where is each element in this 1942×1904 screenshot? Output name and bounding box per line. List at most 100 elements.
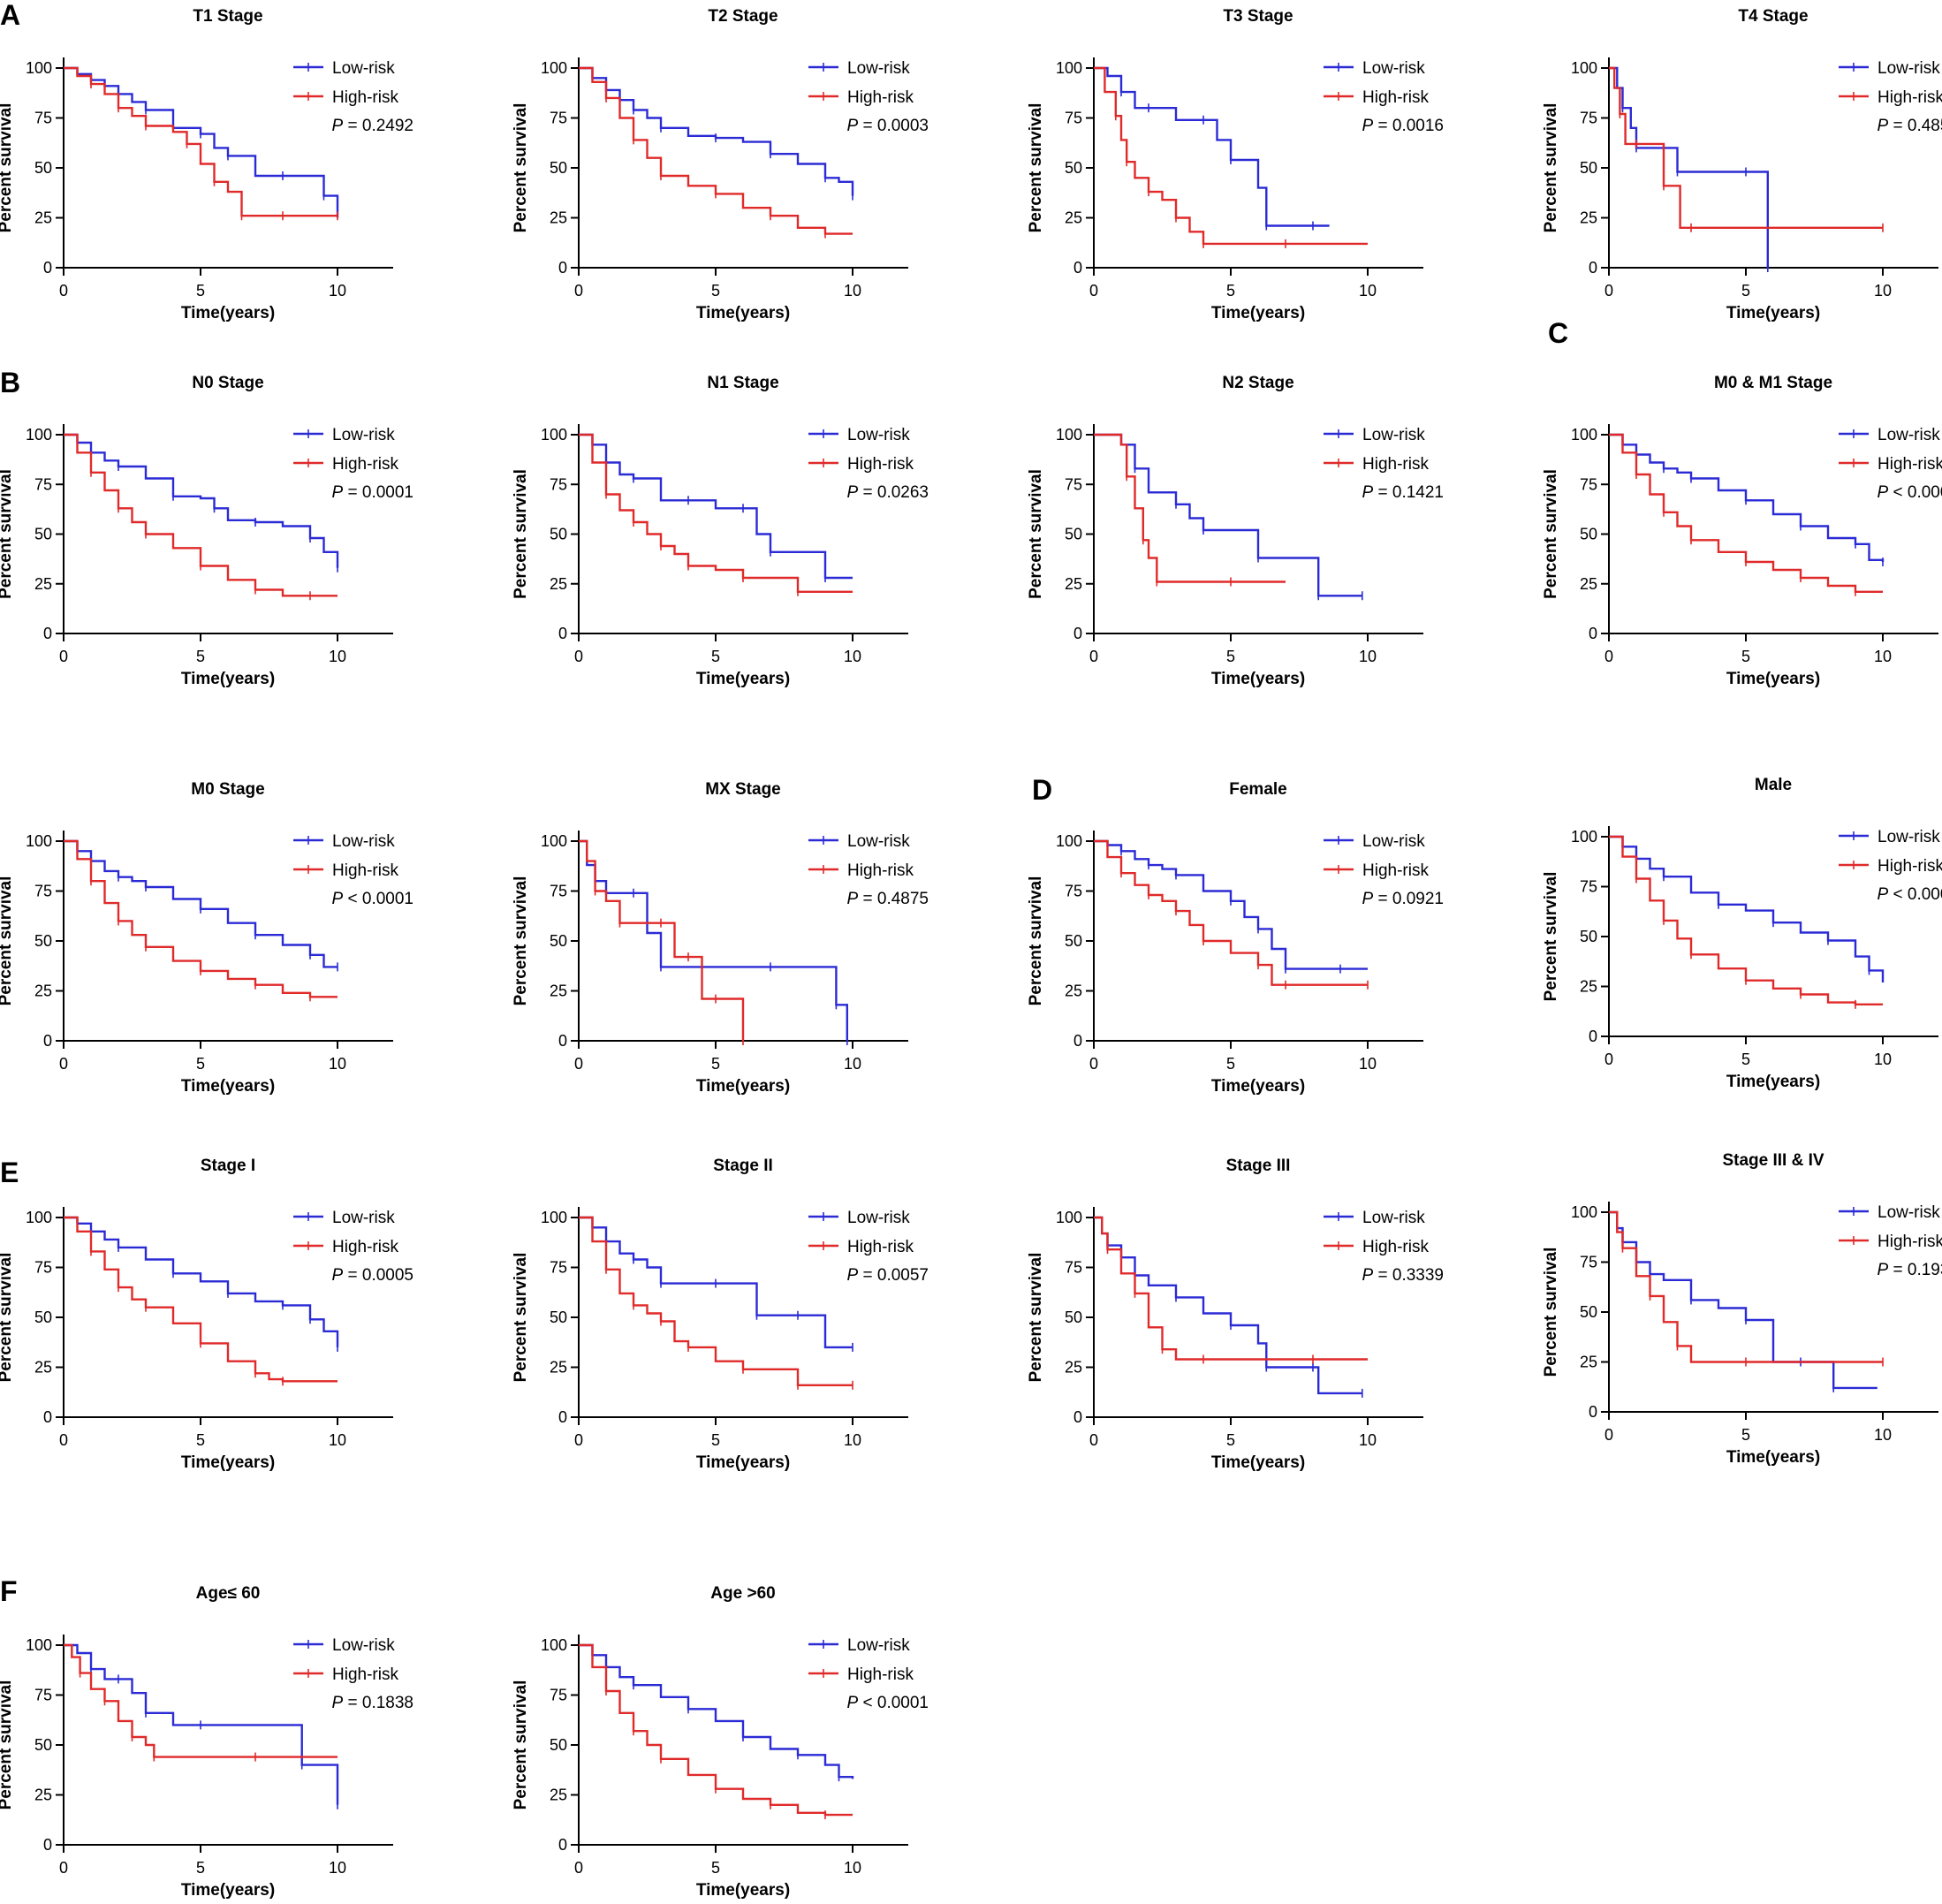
y-tick-label: 0 — [1073, 259, 1082, 277]
km-curve-low-risk — [64, 433, 339, 568]
chart-title: Stage I — [201, 1157, 255, 1175]
y-tick-label: 50 — [34, 932, 52, 950]
y-tick-label: 75 — [1580, 1254, 1597, 1271]
y-axis-label: Percent survival — [0, 1253, 15, 1383]
x-tick-label: 5 — [711, 1431, 720, 1449]
legend-label-low-risk: Low-risk — [1878, 828, 1940, 846]
km-curve-low-risk — [579, 1643, 854, 1779]
y-tick-label: 0 — [43, 625, 52, 642]
y-tick-label: 0 — [558, 1836, 567, 1854]
p-symbol: P — [332, 117, 344, 135]
x-axis-label: Time(years) — [1726, 670, 1820, 688]
legend-label-low-risk: Low-risk — [332, 1209, 395, 1227]
y-tick-label: 75 — [1065, 475, 1082, 493]
p-symbol: P — [1362, 483, 1374, 502]
p-symbol: P — [1362, 890, 1374, 908]
x-tick-label: 5 — [711, 282, 720, 300]
y-tick-label: 50 — [34, 1309, 52, 1326]
chart-title: Age >60 — [710, 1584, 775, 1603]
y-tick-label: 25 — [550, 1359, 567, 1377]
p-value: 0.0263 — [877, 483, 929, 502]
legend-label-low-risk: Low-risk — [847, 426, 910, 444]
p-symbol: P — [332, 1266, 344, 1285]
x-tick-label: 5 — [1226, 1055, 1235, 1073]
chart-title: T3 Stage — [1223, 7, 1293, 26]
x-tick-label: 5 — [196, 282, 205, 300]
km-curve-low-risk — [1094, 1216, 1362, 1395]
y-tick-label: 0 — [558, 625, 567, 642]
x-tick-label: 10 — [1874, 1426, 1892, 1444]
chart-n2: N2 Stage 0 25 50 75 100 0 5 10 Time(years) Percent… — [1027, 374, 1444, 688]
legend-label-low-risk: Low-risk — [847, 59, 910, 78]
y-tick-label: 75 — [1065, 1259, 1082, 1277]
p-value: 0.4850 — [1908, 117, 1942, 135]
x-tick-label: 5 — [1741, 1051, 1750, 1068]
y-tick-label: 100 — [541, 832, 567, 850]
p-value-text: P < 0.0001 — [1878, 885, 1942, 904]
y-tick-label: 50 — [1065, 526, 1082, 543]
x-axis-label: Time(years) — [1211, 670, 1305, 688]
legend-label-low-risk: Low-risk — [1362, 832, 1425, 851]
p-value-text: P = 0.0005 — [332, 1266, 413, 1285]
chart-m0: M0 Stage 0 25 50 75 100 0 5 10 Time(years) Percent… — [0, 780, 413, 1096]
y-axis-label: Percent survival — [1542, 103, 1560, 233]
x-axis-label: Time(years) — [181, 670, 275, 688]
y-tick-label: 0 — [1589, 1403, 1597, 1421]
km-curve-high-risk — [1094, 433, 1286, 583]
p-symbol: P — [1878, 1261, 1889, 1279]
y-tick-label: 50 — [1580, 928, 1597, 945]
x-tick-label: 5 — [196, 1859, 205, 1877]
x-tick-label: 0 — [574, 282, 583, 300]
x-tick-label: 0 — [1089, 1055, 1098, 1073]
panel-letter-d: D — [1032, 774, 1052, 806]
y-tick-label: 25 — [1065, 575, 1082, 593]
legend-label-low-risk: Low-risk — [847, 1636, 910, 1655]
legend-label-low-risk: Low-risk — [332, 426, 395, 444]
y-tick-label: 100 — [1056, 1209, 1082, 1226]
chart-agele60: Age≤ 60 0 25 50 75 100 0 5 10 Time(years) Percent … — [0, 1584, 413, 1900]
y-tick-label: 0 — [1073, 1032, 1082, 1050]
legend-label-low-risk: Low-risk — [332, 1636, 395, 1655]
km-curve-low-risk — [64, 839, 338, 968]
km-curve-high-risk — [1609, 835, 1883, 1005]
y-axis-label: Percent survival — [512, 103, 530, 233]
y-tick-label: 50 — [550, 159, 567, 177]
x-tick-label: 10 — [844, 1431, 861, 1449]
x-axis-label: Time(years) — [696, 1077, 790, 1096]
chart-title: T2 Stage — [708, 7, 778, 26]
y-tick-label: 25 — [34, 209, 52, 227]
km-curve-high-risk — [579, 66, 853, 235]
x-tick-label: 10 — [329, 1431, 346, 1449]
x-tick-label: 10 — [1359, 1055, 1377, 1073]
legend-label-high-risk: High-risk — [332, 1665, 398, 1684]
chart-stageii: Stage II 0 25 50 75 100 0 5 10 Time(years) Percent… — [512, 1157, 929, 1472]
y-tick-label: 50 — [34, 1736, 52, 1754]
legend-label-high-risk: High-risk — [1878, 1233, 1942, 1251]
legend-label-high-risk: High-risk — [1362, 1238, 1429, 1256]
p-value-text: P = 0.0057 — [847, 1266, 929, 1285]
y-tick-label: 75 — [34, 110, 52, 127]
y-axis-label: Percent survival — [512, 1680, 530, 1810]
p-value: 0.0001 — [362, 483, 413, 502]
p-value: 0.0005 — [362, 1266, 413, 1285]
p-operator: = — [858, 890, 877, 908]
p-value-text: P = 0.0263 — [847, 483, 929, 502]
y-tick-label: 25 — [1580, 209, 1597, 227]
p-value-text: P < 0.0001 — [1878, 483, 1942, 502]
y-tick-label: 50 — [34, 159, 52, 177]
p-operator: = — [1888, 117, 1908, 135]
y-tick-label: 50 — [1580, 159, 1597, 177]
chart-title: N2 Stage — [1222, 374, 1293, 392]
y-tick-label: 75 — [550, 1259, 567, 1277]
legend-label-high-risk: High-risk — [847, 1665, 914, 1684]
p-value-text: P = 0.0921 — [1362, 890, 1444, 908]
y-tick-label: 25 — [34, 1359, 52, 1377]
x-tick-label: 10 — [1359, 648, 1377, 665]
y-tick-label: 50 — [1580, 1303, 1597, 1321]
p-value: 0.0016 — [1392, 117, 1444, 135]
p-symbol: P — [1878, 483, 1889, 502]
y-tick-label: 50 — [1065, 159, 1082, 177]
p-value: 0.0001 — [1908, 483, 1942, 502]
chart-agegt60: Age >60 0 25 50 75 100 0 5 10 Time(years) Percent … — [512, 1584, 929, 1900]
x-tick-label: 10 — [844, 1859, 861, 1877]
